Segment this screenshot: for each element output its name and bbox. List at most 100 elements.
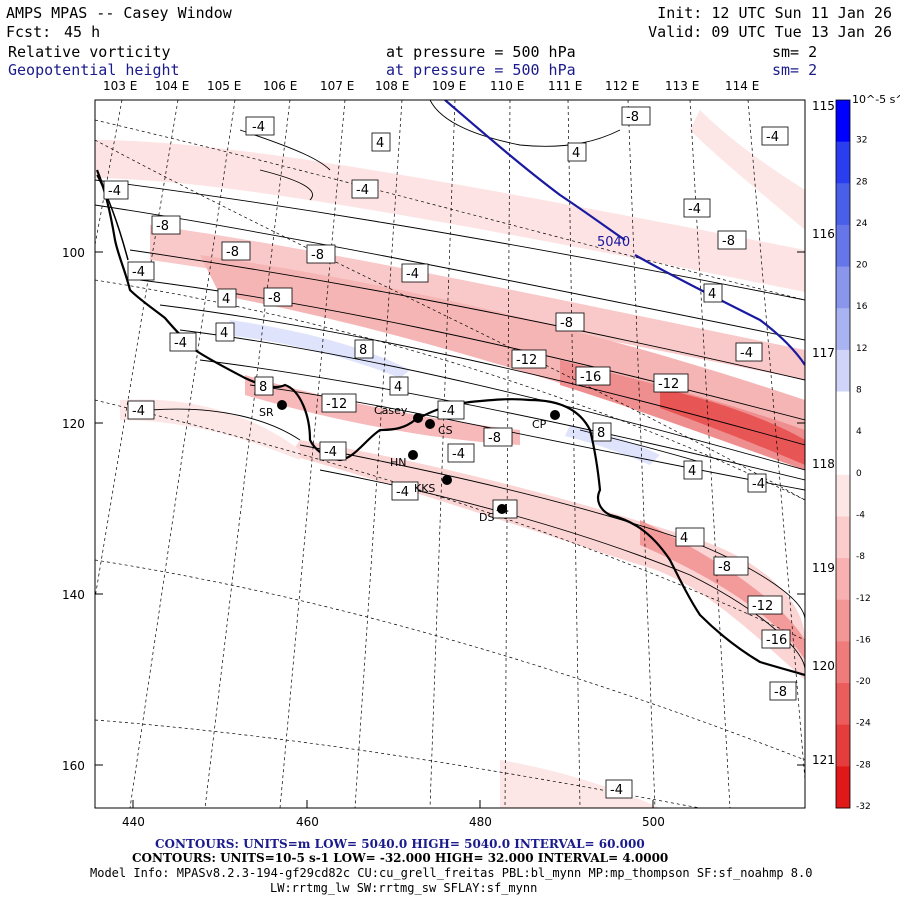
contour-label-box: -8	[263, 287, 293, 307]
colorbar-units: 10^-5 s^-1	[852, 93, 900, 106]
station-marker-hn[interactable]	[408, 450, 418, 460]
svg-text:-4: -4	[740, 346, 753, 361]
lon-label: 112 E	[605, 79, 639, 93]
colorbar-swatch	[836, 100, 850, 143]
colorbar-tick-label: -20	[856, 677, 871, 687]
map-title: AMPS MPAS -- Casey Window	[6, 4, 232, 22]
station-marker-casey[interactable]	[413, 413, 423, 423]
station-marker-cs[interactable]	[425, 419, 435, 429]
contour-label-box: -8	[769, 681, 797, 701]
lon-label: 108 E	[375, 79, 409, 93]
contour-label-box: 4	[217, 288, 237, 308]
y-axis-label: 100	[62, 246, 85, 260]
contour-label-box: -4	[0, 0, 501, 101]
station-label-kks: KKS	[414, 482, 435, 495]
colorbar-swatch	[836, 308, 850, 351]
station-marker-kks[interactable]	[442, 475, 452, 485]
station-label-cs: CS	[438, 424, 453, 437]
coastline	[95, 169, 805, 677]
contour-label-box: -4	[169, 332, 197, 352]
lon-label: 113 E	[665, 79, 699, 93]
svg-text:4: 4	[572, 146, 580, 161]
station-marker-cp[interactable]	[550, 410, 560, 420]
y-axis-label: 160	[62, 759, 85, 773]
contour-label-box: 4	[683, 460, 703, 480]
contours-vorticity-info: CONTOURS: UNITS=10-5 s-1 LOW= -32.000 HI…	[132, 851, 669, 865]
lon-label: 103 E	[103, 79, 137, 93]
lon-label: 111 E	[548, 79, 582, 93]
field2-level: at pressure = 500 hPa	[386, 61, 576, 79]
colorbar-tick-label: -28	[856, 760, 871, 770]
colorbar-tick-label: 16	[856, 302, 868, 312]
lon-label: 106 E	[263, 79, 297, 93]
colorbar-tick-label: 8	[856, 386, 862, 396]
contour-label-box: -8	[221, 241, 251, 261]
colorbar: 32 28 24 20 16 12 8 4 0 -4 -8 -12 -16 -20 -24 -28 -32	[835, 99, 871, 812]
y-axis-label: 120	[62, 417, 85, 431]
svg-text:-16: -16	[580, 370, 601, 385]
svg-text:-4: -4	[356, 183, 369, 198]
colorbar-swatch	[836, 766, 850, 809]
colorbar-swatch	[836, 516, 850, 559]
svg-text:4: 4	[708, 287, 716, 302]
colorbar-swatch	[836, 433, 850, 476]
vorticity-band	[150, 225, 805, 380]
svg-text:-12: -12	[516, 353, 537, 368]
svg-text:-8: -8	[718, 560, 731, 575]
x-axis-label: 460	[296, 815, 319, 829]
station-marker-sr[interactable]	[277, 400, 287, 410]
vorticity-band	[690, 110, 805, 230]
colorbar-tick-label: -32	[856, 802, 871, 812]
svg-text:4: 4	[680, 531, 688, 546]
contour-label-box: -4	[605, 779, 633, 799]
svg-text:-4: -4	[406, 267, 419, 282]
svg-text:-8: -8	[311, 248, 324, 263]
svg-text:-4: -4	[442, 404, 455, 419]
station-marker-ds[interactable]	[497, 504, 507, 514]
colorbar-tick-label: 28	[856, 177, 868, 187]
svg-text:-4: -4	[252, 120, 265, 135]
contour-label-box: -4	[683, 198, 711, 218]
svg-text:-8: -8	[560, 316, 573, 331]
svg-text:-8: -8	[626, 110, 639, 125]
svg-text:-4: -4	[610, 783, 623, 798]
svg-text:-4: -4	[132, 404, 145, 419]
station-label-casey: Casey	[374, 404, 408, 417]
contour-label-box: 8	[254, 376, 274, 396]
contour-label-box: -4	[351, 179, 379, 199]
contour-label-box: -8	[713, 556, 749, 576]
contour-label-box: -8	[483, 427, 513, 447]
svg-text:4: 4	[376, 136, 384, 151]
contour-label-box: -8	[151, 215, 181, 235]
forecast-hour: 45 h	[64, 23, 101, 41]
x-axis-label: 440	[122, 815, 145, 829]
contour-label-box: -8	[555, 312, 585, 332]
colorbar-swatch	[836, 641, 850, 684]
lon-label: 110 E	[490, 79, 524, 93]
svg-text:-8: -8	[156, 219, 169, 234]
vorticity-band	[200, 255, 805, 470]
colorbar-tick-label: -24	[856, 719, 871, 729]
field1-level: at pressure = 500 hPa	[386, 43, 576, 61]
y-axis-label: 140	[62, 588, 85, 602]
contour-label-box: 4	[675, 527, 705, 547]
colorbar-tick-label: 32	[856, 136, 867, 146]
colorbar-swatch	[836, 683, 850, 726]
contour-label-box: -4	[447, 443, 475, 463]
colorbar-swatch	[836, 724, 850, 767]
contour-label-box: -8	[717, 230, 747, 250]
svg-text:-8: -8	[268, 291, 281, 306]
svg-text:-4: -4	[132, 265, 145, 280]
colorbar-swatch	[836, 558, 850, 601]
colorbar-swatch	[836, 141, 850, 184]
plot-frame	[94, 99, 806, 809]
contour-label-box: -4	[401, 263, 429, 283]
svg-text:4: 4	[688, 464, 696, 479]
x-axis-label: 480	[469, 815, 492, 829]
contour-label-box: -4	[245, 116, 275, 136]
svg-text:-4: -4	[766, 130, 779, 145]
svg-text:-8: -8	[774, 685, 787, 700]
colorbar-swatch	[836, 349, 850, 393]
svg-text:-4: -4	[396, 485, 409, 500]
